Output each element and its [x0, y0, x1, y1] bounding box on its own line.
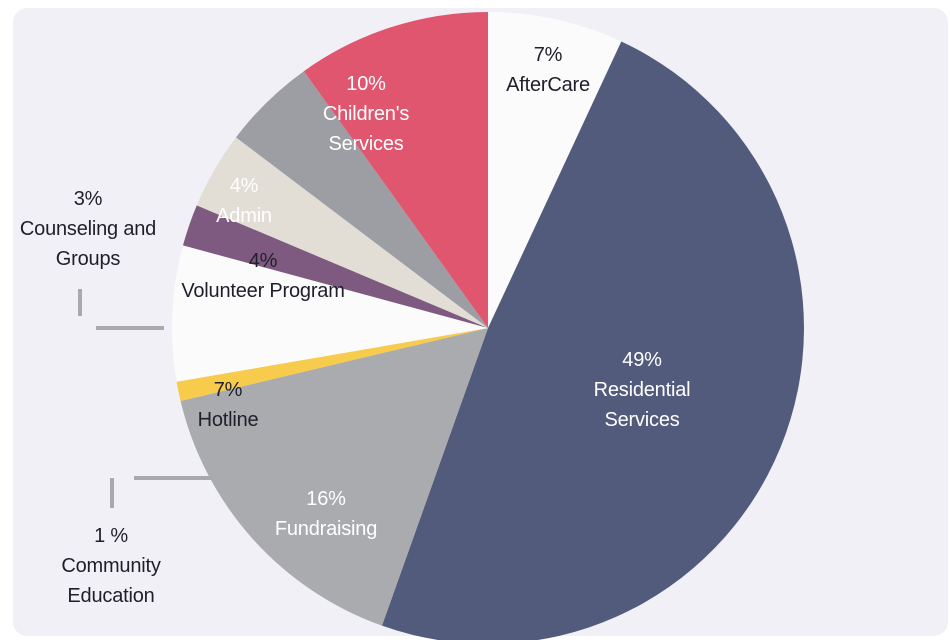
slice-name-line: AfterCare [506, 74, 590, 96]
slice-percent: 7% [533, 44, 563, 66]
slice-percent: 4% [229, 175, 259, 197]
slice-name-line: Volunteer Program [181, 280, 345, 302]
pie-slice-4 [171, 245, 488, 382]
slice-label-0: 7% AfterCare [506, 40, 590, 100]
slice-percent: 10% [346, 73, 386, 95]
slice-name-line: Groups [55, 248, 121, 270]
slice-percent: 7% [213, 379, 243, 401]
slice-label-4: 7% Hotline [198, 375, 259, 435]
pie-slice-6 [196, 137, 488, 328]
slice-name-line: Counseling and [19, 218, 157, 240]
pie-slices [171, 12, 804, 640]
slice-name-line: Services [604, 409, 680, 431]
slice-name-line: Hotline [197, 409, 259, 431]
slice-name-line: Community [61, 555, 161, 577]
pie-slice-8 [303, 12, 488, 328]
pie-slice-0 [488, 12, 622, 328]
slice-label-7: 4% Admin [216, 171, 272, 231]
pie-slice-3 [176, 328, 489, 402]
slice-name-line: Services [328, 133, 404, 155]
slice-percent: 4% [248, 250, 278, 272]
slice-percent: 1 % [94, 525, 128, 547]
pie-slice-1 [381, 41, 804, 640]
slice-label-6: 4% Volunteer Program [181, 246, 345, 306]
slice-label-8: 10% Children's Services [322, 69, 410, 159]
slice-label-5: 3% Counseling and Groups [20, 184, 156, 274]
slice-label-3: 1 % Community Education [61, 521, 161, 611]
pie-slice-2 [180, 328, 488, 626]
slice-percent: 3% [73, 188, 103, 210]
slice-name-line: Residential [593, 379, 691, 401]
pie-slice-5 [182, 205, 489, 328]
pie-slice-7 [235, 71, 488, 328]
slice-label-2: 16% Fundraising [274, 484, 378, 544]
slice-name-line: Children's [322, 103, 410, 125]
slice-name-line: Fundraising [274, 518, 378, 540]
slice-percent: 16% [306, 488, 346, 510]
slice-percent: 49% [622, 349, 662, 371]
leader-lines [78, 289, 213, 508]
slice-name-line: Admin [216, 205, 272, 227]
slice-name-line: Education [67, 585, 155, 607]
slice-label-1: 49% Residential Services [594, 345, 691, 435]
